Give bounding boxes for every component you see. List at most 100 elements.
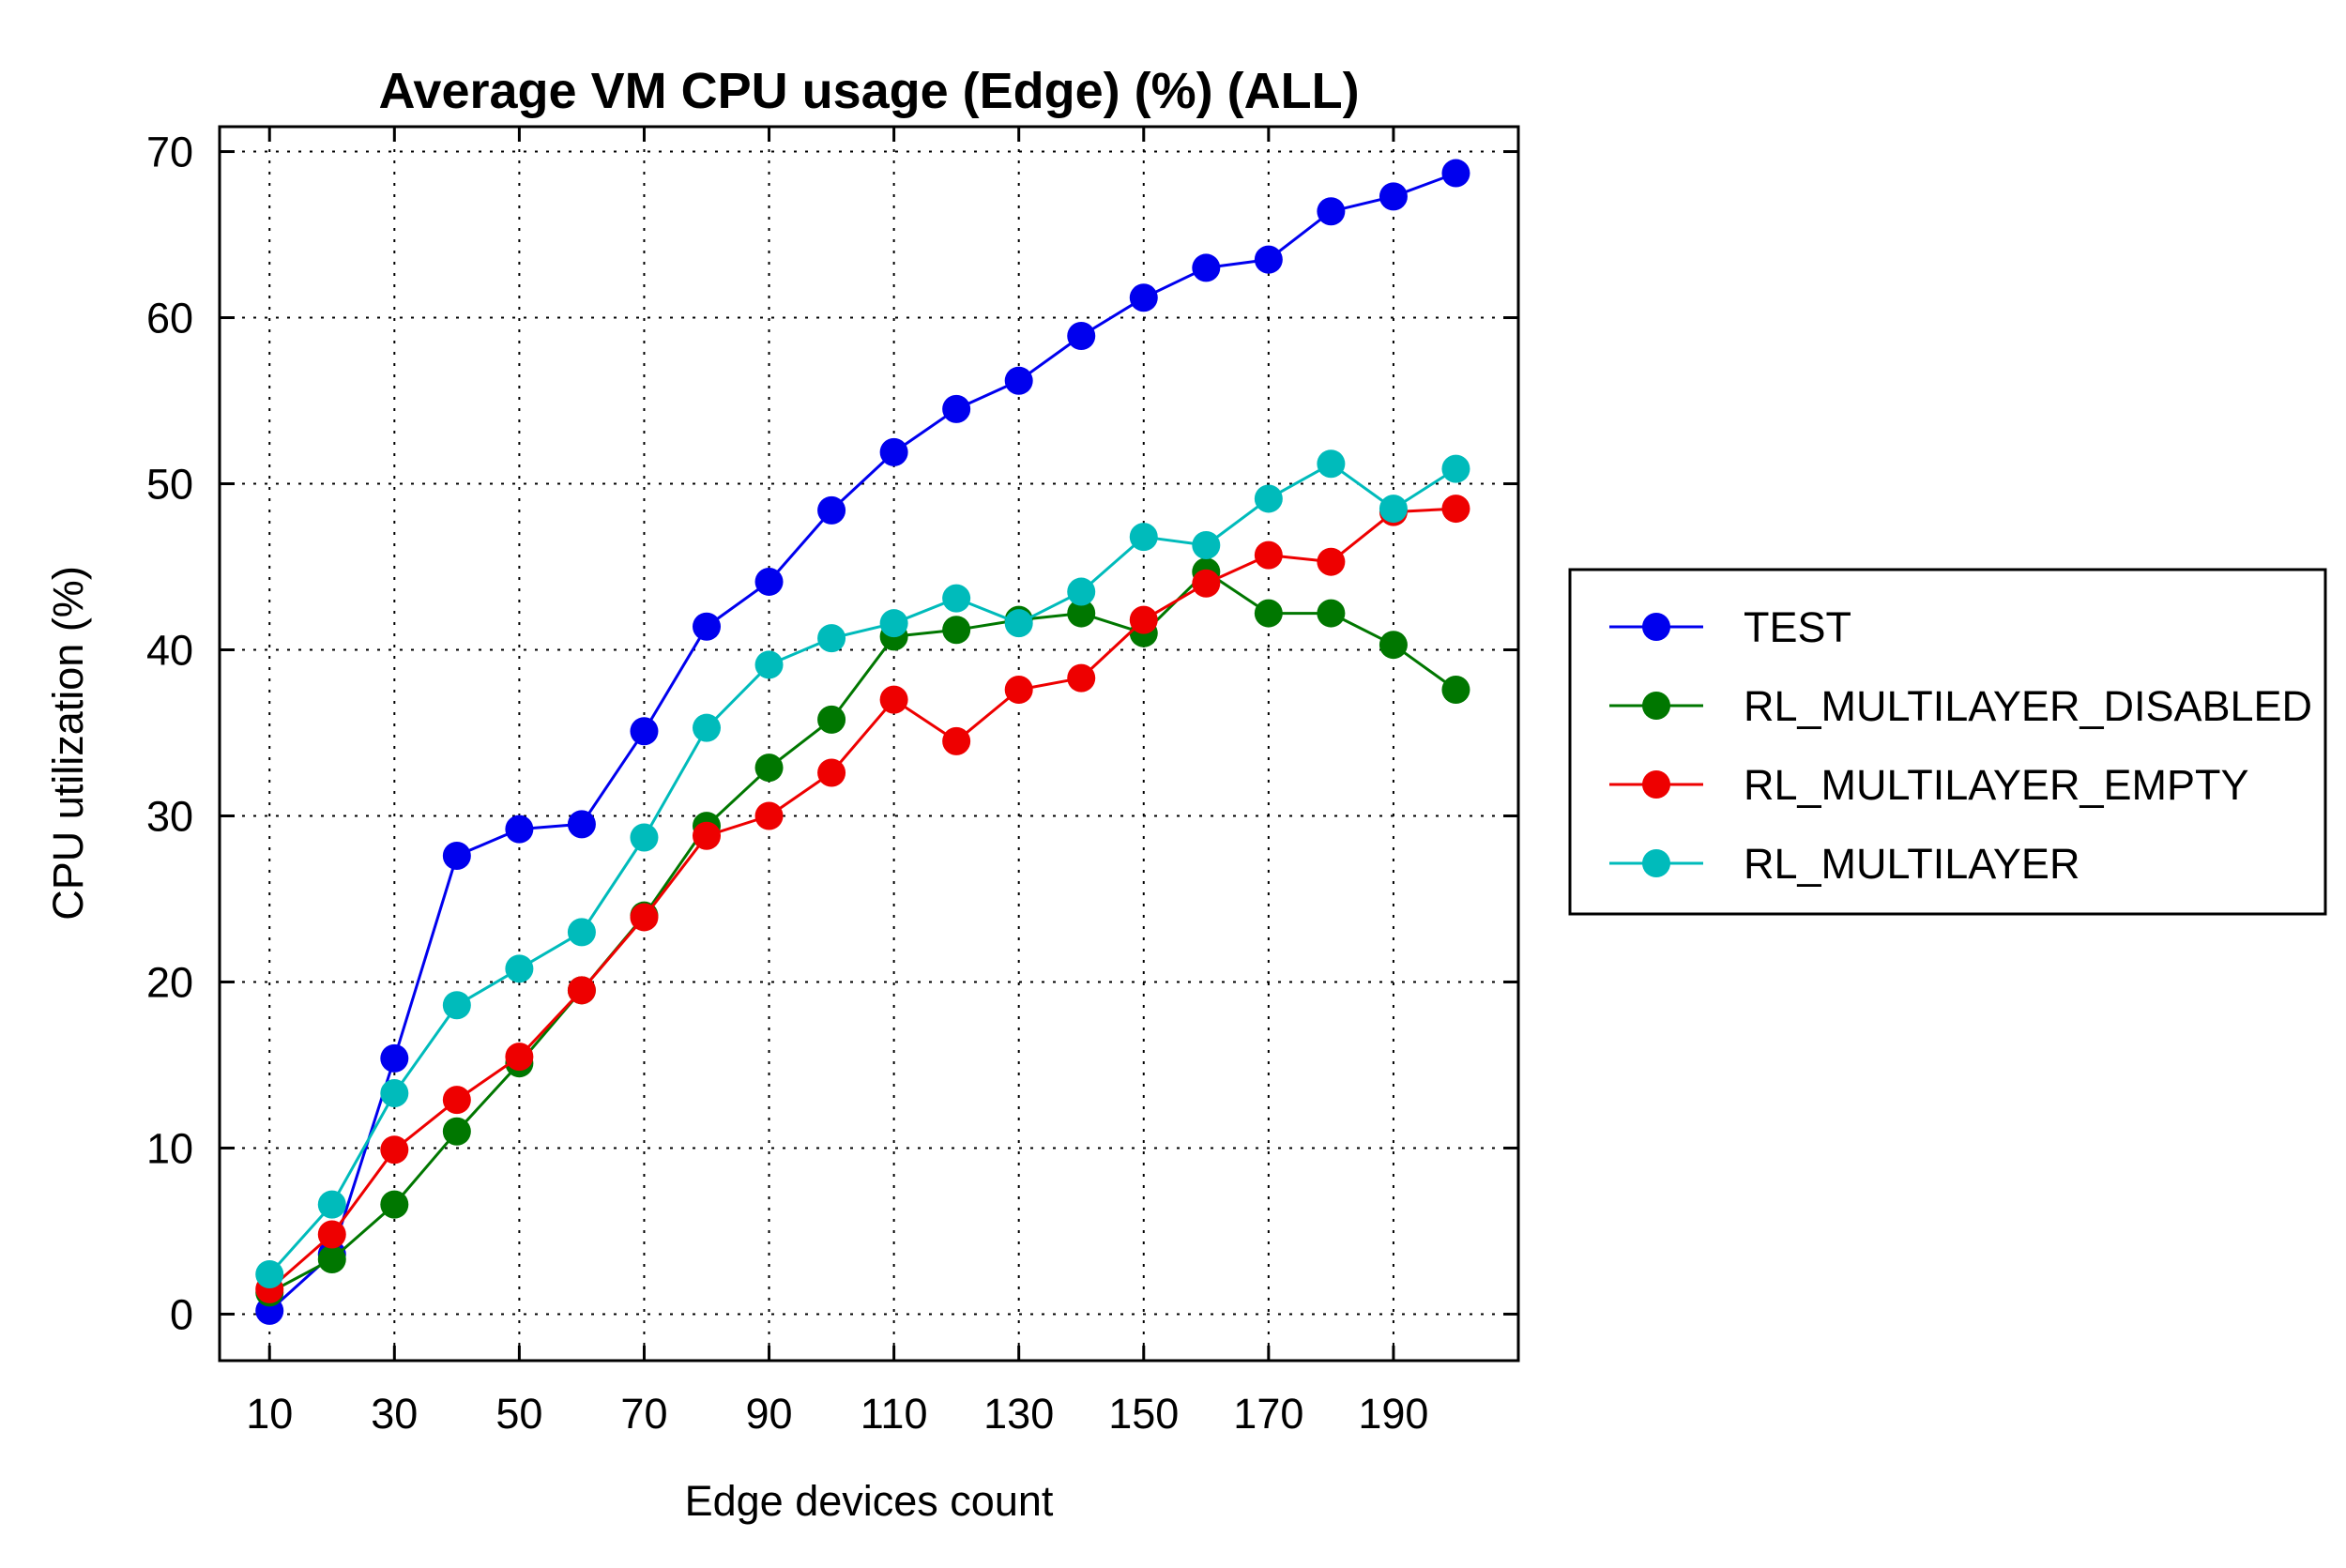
y-axis-label: CPU utilization (%) [44, 566, 92, 921]
data-point [1067, 577, 1096, 606]
data-point [1379, 631, 1408, 660]
plot-frame [218, 125, 1520, 1362]
y-tick-label: 0 [170, 1290, 193, 1338]
data-point [442, 991, 471, 1020]
data-point [1317, 197, 1346, 226]
y-tick-label: 50 [146, 461, 193, 509]
data-point [1004, 366, 1033, 395]
data-point [817, 495, 846, 525]
data-point [1192, 531, 1221, 560]
data-point [317, 1220, 346, 1249]
legend-item: TEST [1609, 603, 1851, 651]
data-point [317, 1245, 346, 1274]
data-point [1129, 605, 1158, 634]
data-point [1192, 569, 1221, 598]
data-point [380, 1135, 409, 1165]
series-rl-multilayer-empty [255, 495, 1470, 1303]
y-tick-label: 60 [146, 295, 193, 343]
chart-title: Average VM CPU usage (Edge) (%) (ALL) [378, 63, 1359, 119]
data-point [630, 823, 659, 852]
data-point [817, 624, 846, 653]
data-point [1317, 547, 1346, 576]
data-point [942, 584, 971, 613]
data-point [1129, 523, 1158, 552]
data-point [1004, 675, 1033, 704]
data-point [879, 609, 908, 638]
data-point [505, 1043, 534, 1072]
data-point [567, 810, 596, 839]
x-tick-label: 150 [1108, 1390, 1179, 1438]
data-point [442, 1117, 471, 1146]
data-point [754, 567, 784, 596]
axis-ticks: 0 10 20 30 40 50 60 70 10 30 50 70 90 110 130 150 170 190 [146, 127, 1518, 1438]
x-tick-label: 170 [1233, 1390, 1303, 1438]
legend-label: RL_MULTILAYER_DISABLED [1744, 682, 2312, 730]
x-tick-label: 90 [746, 1390, 793, 1438]
data-point [630, 903, 659, 932]
y-tick-label: 20 [146, 958, 193, 1006]
data-point [630, 717, 659, 746]
data-point [1441, 675, 1470, 704]
series-test [255, 159, 1470, 1325]
data-point [693, 612, 721, 641]
data-point [567, 976, 596, 1005]
data-point [1254, 484, 1283, 513]
y-tick-label: 10 [146, 1124, 193, 1172]
legend-items: TEST RL_MULTILAYER_DISABLED RL_MULTILAYER_… [1609, 603, 2312, 888]
y-tick-label: 40 [146, 627, 193, 675]
data-point [567, 918, 596, 947]
series-line [268, 507, 1456, 1291]
data-point [505, 814, 534, 844]
data-point [442, 1086, 471, 1115]
data-point [942, 726, 971, 755]
legend-item: RL_MULTILAYER [1609, 840, 2079, 888]
data-point [1129, 283, 1158, 312]
data-point [754, 650, 784, 679]
legend: TEST RL_MULTILAYER_DISABLED RL_MULTILAYER_… [1568, 568, 2327, 916]
series-line [268, 570, 1457, 1294]
x-tick-label: 130 [983, 1390, 1054, 1438]
data-point [380, 1190, 409, 1219]
x-tick-label: 50 [495, 1390, 542, 1438]
x-axis-label: Edge devices count [685, 1477, 1054, 1525]
data-point [442, 841, 471, 870]
y-tick-label: 70 [146, 129, 193, 176]
data-point [942, 394, 971, 423]
data-point [1441, 495, 1470, 524]
data-point [942, 616, 971, 645]
data-point [693, 821, 721, 850]
data-point [1317, 449, 1346, 479]
series-rl-multilayer [255, 449, 1470, 1288]
legend-marker [1642, 692, 1670, 720]
y-tick-label: 30 [146, 792, 193, 840]
x-tick-label: 10 [246, 1390, 293, 1438]
data-point [1254, 245, 1283, 274]
data-point [1004, 609, 1033, 638]
legend-label: RL_MULTILAYER [1744, 840, 2079, 888]
data-point [1067, 599, 1096, 628]
data-point [255, 1259, 284, 1288]
data-point [1067, 322, 1096, 351]
series-rl-multilayer-disabled [255, 557, 1470, 1307]
data-point [754, 754, 784, 783]
data-point [1254, 599, 1283, 628]
data-point [1192, 253, 1221, 282]
data-point [693, 713, 721, 742]
data-point [505, 954, 534, 983]
series-line [268, 462, 1457, 1276]
data-point [1441, 454, 1470, 483]
legend-marker [1642, 849, 1670, 877]
data-point [879, 685, 908, 714]
data-point [317, 1190, 346, 1219]
data-point [879, 437, 908, 466]
x-tick-label: 30 [371, 1390, 418, 1438]
legend-item: RL_MULTILAYER_EMPTY [1609, 761, 2248, 809]
data-point [380, 1043, 409, 1073]
data-point [817, 705, 846, 734]
x-tick-label: 70 [620, 1390, 667, 1438]
legend-label: RL_MULTILAYER_EMPTY [1744, 761, 2248, 809]
data-point [817, 758, 846, 787]
data-point [1441, 159, 1470, 188]
